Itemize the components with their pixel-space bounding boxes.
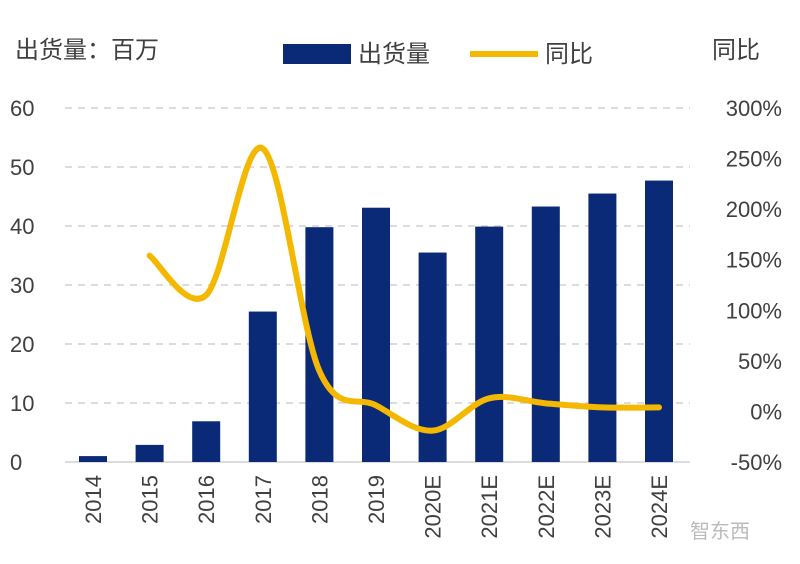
left-tick-label: 40 (10, 214, 34, 239)
left-tick-label: 20 (10, 332, 34, 357)
right-axis-title: 同比 (712, 36, 760, 64)
x-tick-label: 2014 (81, 475, 106, 524)
left-tick-label: 60 (10, 96, 34, 121)
x-tick-label: 2019 (364, 475, 389, 524)
x-tick-label: 2024E (647, 475, 672, 539)
right-tick-label: 100% (726, 298, 782, 323)
legend-bar-swatch (283, 44, 351, 64)
right-axis: -50% 0% 50% 100% 150% 200% 250% 300% (726, 96, 782, 475)
right-tick-label: 250% (726, 147, 782, 172)
yoy-line (146, 145, 662, 434)
x-tick-label: 2022E (534, 475, 559, 539)
right-tick-label: 0% (750, 399, 782, 424)
right-tick-label: 200% (726, 197, 782, 222)
left-tick-label: 50 (10, 155, 34, 180)
legend-line-label: 同比 (545, 40, 593, 68)
left-tick-label: 30 (10, 273, 34, 298)
right-tick-label: 300% (726, 96, 782, 121)
bar-2016 (192, 421, 221, 462)
bars (79, 180, 673, 463)
right-tick-label: 150% (726, 248, 782, 273)
bar-2022E (531, 206, 560, 462)
right-tick-label: 50% (738, 349, 782, 374)
left-axis-title: 出货量：百万 (15, 36, 159, 64)
bar-2014 (79, 456, 107, 462)
x-tick-label: 2017 (251, 475, 276, 524)
left-tick-label: 0 (10, 450, 22, 475)
bar-2019 (362, 207, 390, 462)
legend-bar-label: 出货量 (358, 40, 430, 68)
right-tick-label: -50% (731, 450, 782, 475)
x-tick-label: 2018 (307, 475, 332, 524)
x-axis: 2014 2015 2016 2017 2018 2019 2020E 2021E 2022E 2… (81, 475, 672, 539)
bar-2023E (588, 193, 617, 463)
x-tick-label: 2021E (477, 475, 502, 539)
x-tick-label: 2015 (138, 475, 163, 524)
x-tick-label: 2020E (421, 475, 446, 539)
x-tick-label: 2016 (194, 475, 219, 524)
left-tick-label: 10 (10, 391, 34, 416)
left-axis: 0 10 20 30 40 50 60 (10, 96, 34, 475)
x-tick-label: 2023E (590, 475, 615, 539)
watermark: 智东西 (690, 519, 750, 543)
bar-2015 (135, 444, 164, 462)
bar-2017 (248, 311, 277, 462)
bar-2021E (475, 226, 504, 462)
bar-2024E (645, 180, 673, 462)
